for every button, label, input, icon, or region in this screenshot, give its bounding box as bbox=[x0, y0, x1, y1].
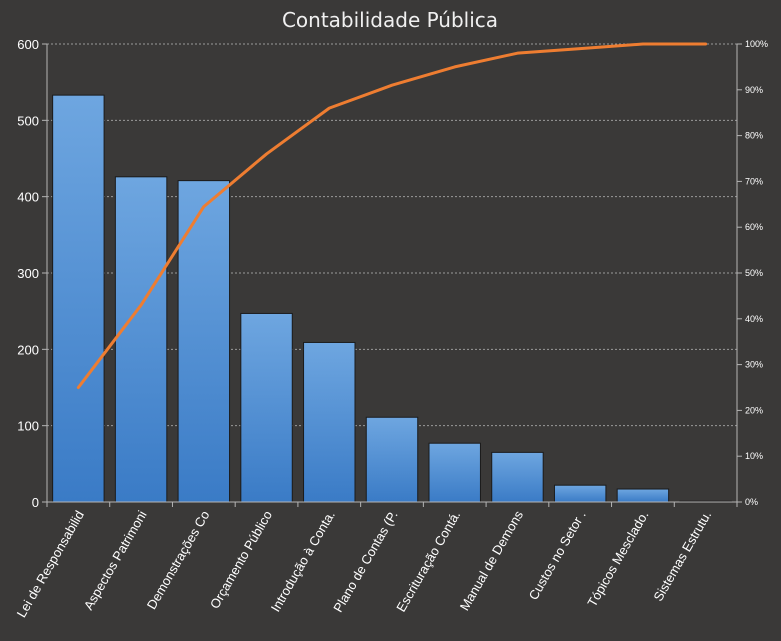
bar-1 bbox=[52, 94, 105, 503]
bar-3 bbox=[177, 180, 231, 503]
right-tick-label: 30% bbox=[745, 360, 763, 370]
bar-6 bbox=[365, 416, 419, 503]
right-tick-label: 80% bbox=[745, 131, 763, 141]
bar-10 bbox=[616, 488, 670, 503]
left-tick-label: 300 bbox=[17, 266, 39, 281]
right-tick-label: 50% bbox=[745, 268, 763, 278]
left-tick-label: 100 bbox=[17, 419, 39, 434]
axes bbox=[42, 43, 742, 507]
right-tick-label: 10% bbox=[745, 451, 763, 461]
right-tick-label: 70% bbox=[745, 176, 763, 186]
bar-5 bbox=[303, 341, 356, 503]
right-tick-label: 40% bbox=[745, 314, 763, 324]
left-tick-label: 0 bbox=[32, 495, 39, 510]
right-axis-ticks: 0% 10% 20% 30% 40% 50% 60% 70% 80% 90% 100% bbox=[745, 39, 768, 507]
bar-7 bbox=[428, 442, 481, 503]
bar-2 bbox=[114, 176, 168, 503]
right-tick-label: 0% bbox=[745, 497, 758, 507]
cumulative-line-series bbox=[76, 42, 708, 389]
chart-title: Contabilidade Pública bbox=[282, 8, 498, 32]
left-axis-ticks: 0 100 200 300 400 500 600 bbox=[17, 37, 39, 510]
right-tick-label: 20% bbox=[745, 405, 763, 415]
left-tick-label: 500 bbox=[17, 113, 39, 128]
left-tick-label: 200 bbox=[17, 342, 39, 357]
left-tick-label: 400 bbox=[17, 190, 39, 205]
right-tick-label: 90% bbox=[745, 85, 763, 95]
bar-4 bbox=[240, 312, 293, 503]
left-tick-label: 600 bbox=[17, 37, 39, 52]
bar-9 bbox=[553, 484, 607, 503]
bar-8 bbox=[491, 451, 544, 503]
right-tick-label: 60% bbox=[745, 222, 763, 232]
cumulative-line bbox=[76, 42, 708, 389]
right-tick-label: 100% bbox=[745, 39, 768, 49]
